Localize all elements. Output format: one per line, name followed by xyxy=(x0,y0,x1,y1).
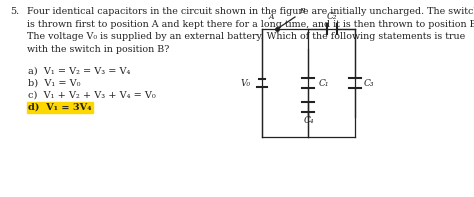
Text: Four identical capacitors in the circuit shown in the figure are initially uncha: Four identical capacitors in the circuit… xyxy=(27,7,474,16)
Text: c)  V₁ + V₂ + V₃ + V₄ = V₀: c) V₁ + V₂ + V₃ + V₄ = V₀ xyxy=(28,91,156,100)
Text: B: B xyxy=(299,7,305,15)
Text: a)  V₁ = V₂ = V₃ = V₄: a) V₁ = V₂ = V₃ = V₄ xyxy=(28,67,130,76)
Text: with the switch in position B?: with the switch in position B? xyxy=(27,45,169,54)
Text: 5.: 5. xyxy=(10,7,19,16)
Text: C₄: C₄ xyxy=(303,116,314,125)
Text: is thrown first to position A and kept there for a long time, and it is then thr: is thrown first to position A and kept t… xyxy=(27,20,474,29)
Text: The voltage V₀ is supplied by an external battery. Which of the following statem: The voltage V₀ is supplied by an externa… xyxy=(27,32,465,41)
Text: V₀: V₀ xyxy=(241,78,251,87)
Text: C₂: C₂ xyxy=(327,12,337,21)
Text: A: A xyxy=(268,13,274,21)
Text: C₁: C₁ xyxy=(319,78,329,87)
Text: b)  V₁ = V₀: b) V₁ = V₀ xyxy=(28,79,81,88)
Text: d)  V₁ = 3V₄: d) V₁ = 3V₄ xyxy=(28,103,91,112)
Text: C₃: C₃ xyxy=(364,78,374,87)
